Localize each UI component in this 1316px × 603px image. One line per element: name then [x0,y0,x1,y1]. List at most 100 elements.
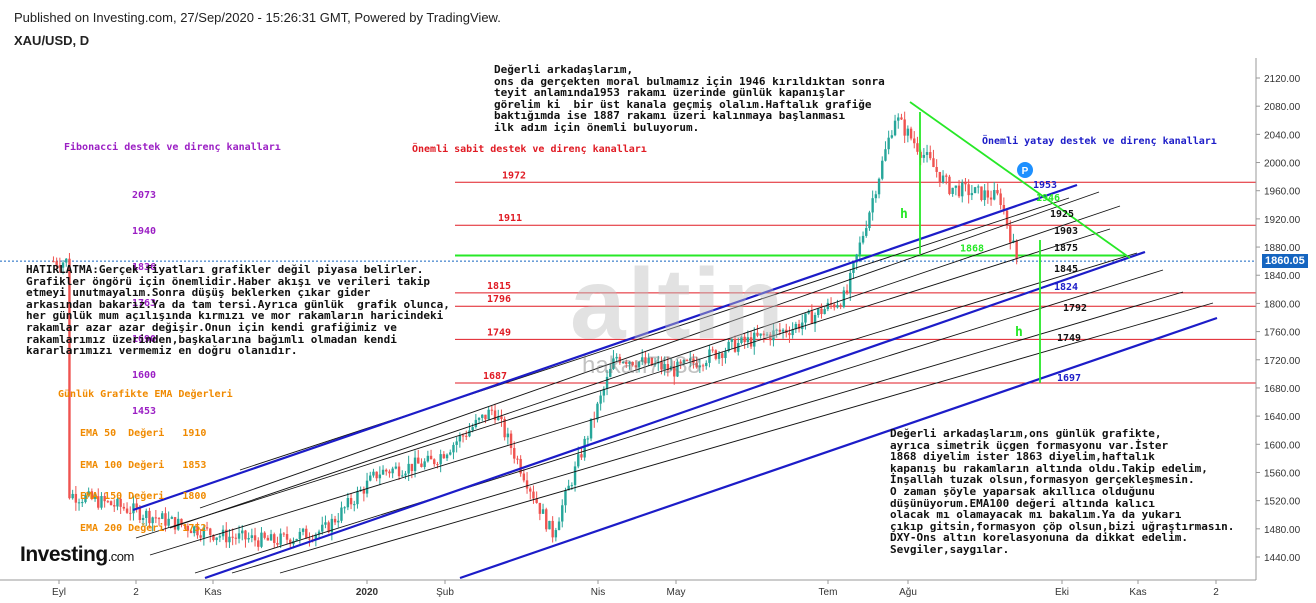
candle-body [391,468,394,474]
candle-body [775,329,778,331]
candle-body [503,418,506,438]
candle-body [973,187,977,194]
candle-body [557,521,561,531]
channel-level-label: 1925 [1050,209,1074,220]
candle-body [532,491,535,499]
channel-line [279,302,1214,574]
candle-body [567,485,570,491]
candle-body [625,361,628,364]
candle-body [452,444,455,453]
candle-body [573,466,577,486]
candle-body [301,528,305,532]
candle-body [276,542,279,545]
candle-body [801,322,804,330]
x-tick-label: 2020 [356,587,379,598]
candle-body [381,469,385,475]
candle-body [705,362,708,367]
channel-level-label: 1697 [1057,373,1081,384]
candle-body [1009,225,1012,243]
red-level-label: 1796 [487,294,511,305]
candle-body [340,507,343,521]
candle-body [378,474,382,479]
p-marker-circle [1017,162,1033,178]
blue-channel-line [459,316,1218,580]
fib-level: 1940 [132,226,157,237]
candle-body [842,290,846,307]
candle-body [877,178,881,195]
candle-body [145,510,148,518]
candle-body [916,143,919,152]
candle-body [100,496,103,508]
candle-body [596,403,599,420]
candle-body [583,438,586,458]
candle-body [404,473,407,476]
candle-body [337,520,340,523]
candle-body [858,242,862,255]
h-marker: h [1015,325,1023,340]
candle-body [541,509,545,514]
investing-logo: Investing.com [20,543,134,567]
candle-body [228,536,231,543]
candle-body [909,128,913,139]
candle-body [199,535,202,538]
candle-body [244,530,247,540]
x-tick-label: May [667,587,686,598]
candle-body [759,333,762,336]
candle-body [205,527,209,529]
candle-body [161,513,164,519]
candle-body [580,454,583,458]
level-labels: 1972 1911 1815 1796 1749 1687 1868 1953 1946 1925… [483,170,1087,384]
candle-body [490,409,494,411]
candle-body [535,498,538,503]
candle-body [426,455,430,462]
candle-body [605,376,609,389]
candle-body [897,117,900,121]
candle-body [852,262,855,273]
y-tick-label: 2040.00 [1264,130,1301,141]
y-tick-label: 1760.00 [1264,328,1301,339]
candle-body [225,529,228,543]
candle-body [637,361,641,368]
candle-body [218,536,222,538]
candle-body [797,323,801,330]
candle-body [724,351,727,359]
candle-body [103,496,106,502]
y-tick-label: 1840.00 [1264,271,1301,282]
candle-body [356,491,359,505]
candle-body [77,502,81,504]
ema-value: EMA 150 Değeri 1800 [80,491,207,502]
candle-body [884,149,887,161]
candle-body [84,495,87,503]
note-top: Değerli arkadaşlarım, ons da gerçekten m… [494,63,885,134]
candle-body [417,457,420,464]
candle-body [513,448,516,459]
y-tick-label: 1440.00 [1264,553,1301,564]
candles [52,111,1018,551]
candle-body [401,475,404,477]
candle-body [106,501,110,503]
candle-body [369,475,372,481]
candle-body [769,334,772,341]
note-triangle: Değerli arkadaşlarım,ons günlük grafikte… [890,427,1235,556]
candle-body [689,358,692,361]
candle-body [791,329,794,336]
x-tick-label: Ağu [899,587,917,598]
candle-body [135,503,138,508]
candle-body [804,313,807,323]
candle-body [529,488,532,492]
red-level-label: 1749 [487,327,511,338]
red-level-label: 1815 [487,281,511,292]
candle-body [679,361,682,364]
candle-body [436,464,439,466]
candle-body [119,498,122,507]
candle-body [714,350,718,359]
watermark-logo: altin [570,248,786,360]
candle-body [353,504,356,506]
candle-body [138,507,142,520]
channel-level-label: 1845 [1054,264,1078,275]
candle-body [93,496,97,499]
candle-body [260,532,263,547]
candle-body [333,518,337,523]
candle-body [1015,240,1018,260]
